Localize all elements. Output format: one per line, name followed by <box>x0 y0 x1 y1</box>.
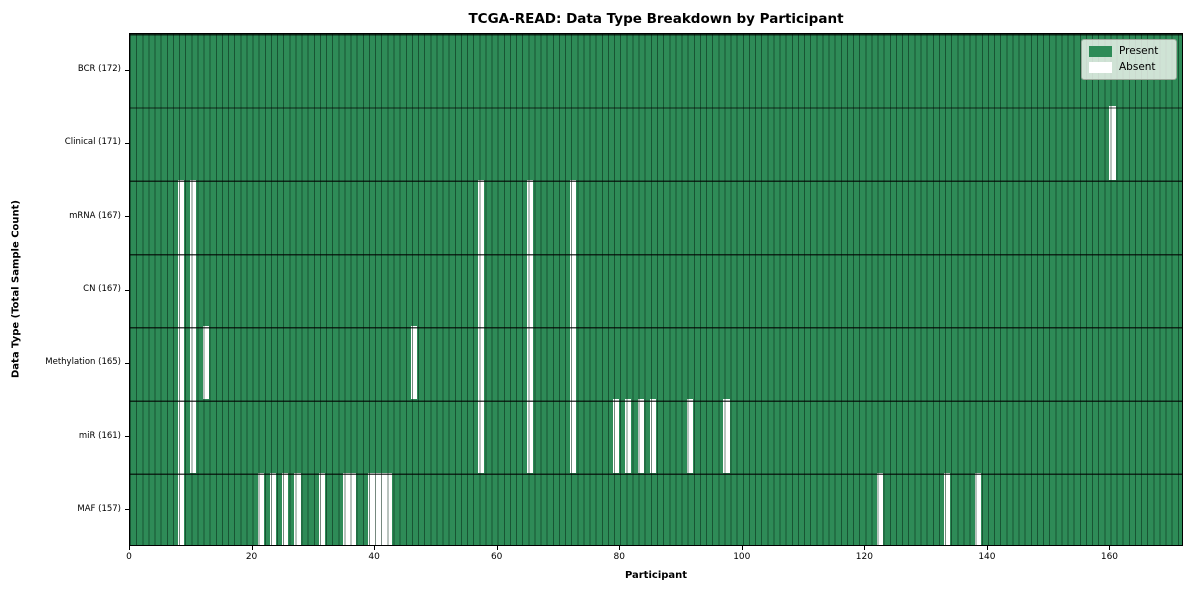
x-tick-label: 60 <box>490 552 503 562</box>
absent-cells-layer <box>129 33 1183 546</box>
legend-swatch-present <box>1089 46 1112 57</box>
absent-cell <box>974 472 981 546</box>
absent-cell <box>1109 106 1116 180</box>
x-tick-mark <box>374 546 376 550</box>
absent-cell <box>190 399 197 473</box>
absent-cell <box>570 252 577 327</box>
absent-cell <box>410 326 417 400</box>
absent-cell <box>190 252 197 327</box>
x-tick-mark <box>1109 546 1111 550</box>
absent-cell <box>613 399 620 473</box>
x-tick-label: 80 <box>613 552 625 562</box>
legend-swatch-absent <box>1089 62 1112 73</box>
absent-cell <box>944 472 951 546</box>
x-tick-mark <box>619 546 621 550</box>
absent-cell <box>190 326 197 400</box>
absent-cell <box>294 472 301 546</box>
absent-cell <box>527 326 534 400</box>
absent-cell <box>570 326 577 400</box>
absent-cell <box>202 326 209 400</box>
absent-cell <box>686 399 693 473</box>
x-tick-label: 140 <box>978 552 996 562</box>
y-tick-mark <box>125 142 129 144</box>
absent-cell <box>318 472 326 546</box>
y-tick-mark <box>125 69 129 71</box>
absent-cell <box>190 179 197 253</box>
absent-cell <box>625 399 632 473</box>
y-tick-label: CN (167) <box>83 284 121 294</box>
absent-cell <box>178 326 185 400</box>
absent-cell <box>269 472 277 546</box>
y-tick-mark <box>125 362 129 364</box>
y-tick-mark <box>125 289 129 291</box>
x-tick-mark <box>129 546 130 550</box>
x-tick-label: 160 <box>1100 552 1119 562</box>
absent-cell <box>637 399 644 473</box>
absent-cell <box>876 472 883 546</box>
y-tick-mark <box>125 509 129 511</box>
x-tick-mark <box>864 546 866 550</box>
heatmap-plot <box>129 33 1183 546</box>
absent-cell <box>282 472 289 546</box>
y-tick-label: miR (161) <box>78 430 121 441</box>
x-tick-label: 40 <box>368 552 380 562</box>
y-tick-label: mRNA (167) <box>69 210 121 221</box>
x-tick-mark <box>741 546 743 550</box>
x-tick-mark <box>986 546 988 550</box>
absent-cell <box>478 252 485 327</box>
y-tick-label: BCR (172) <box>77 64 121 75</box>
x-tick-label: 120 <box>855 552 873 562</box>
x-axis-title: Participant <box>624 570 688 581</box>
absent-cell <box>723 399 730 473</box>
absent-cell <box>349 472 356 546</box>
absent-cell <box>478 399 485 473</box>
absent-cell <box>649 399 656 473</box>
absent-cell <box>527 252 534 327</box>
absent-cell <box>178 252 185 327</box>
absent-cell <box>178 472 185 546</box>
absent-cell <box>178 399 185 473</box>
chart-title: TCGA-READ: Data Type Breakdown by Partic… <box>468 11 844 27</box>
y-tick-label: Methylation (165) <box>45 357 121 368</box>
x-tick-label: 0 <box>126 552 132 562</box>
y-tick-mark <box>125 436 129 438</box>
absent-cell <box>478 326 485 400</box>
absent-cell <box>178 179 185 253</box>
legend-label-present: Present <box>1119 45 1159 57</box>
absent-cell <box>527 179 534 253</box>
legend: Present Absent <box>1081 39 1177 80</box>
x-tick-label: 100 <box>733 552 751 562</box>
absent-cell <box>478 179 485 253</box>
y-tick-label: Clinical (171) <box>64 137 121 148</box>
absent-cell <box>570 179 577 253</box>
x-tick-mark <box>496 546 498 550</box>
absent-cell <box>386 472 393 546</box>
absent-cell <box>570 399 577 473</box>
absent-cell <box>527 399 534 473</box>
legend-label-absent: Absent <box>1119 61 1156 73</box>
legend-item-present: Present <box>1089 46 1168 57</box>
x-tick-mark <box>251 546 253 550</box>
absent-cell <box>257 472 264 546</box>
y-tick-label: MAF (157) <box>77 503 121 514</box>
x-tick-label: 20 <box>245 552 258 562</box>
y-tick-mark <box>125 216 129 218</box>
legend-item-absent: Absent <box>1089 62 1168 73</box>
